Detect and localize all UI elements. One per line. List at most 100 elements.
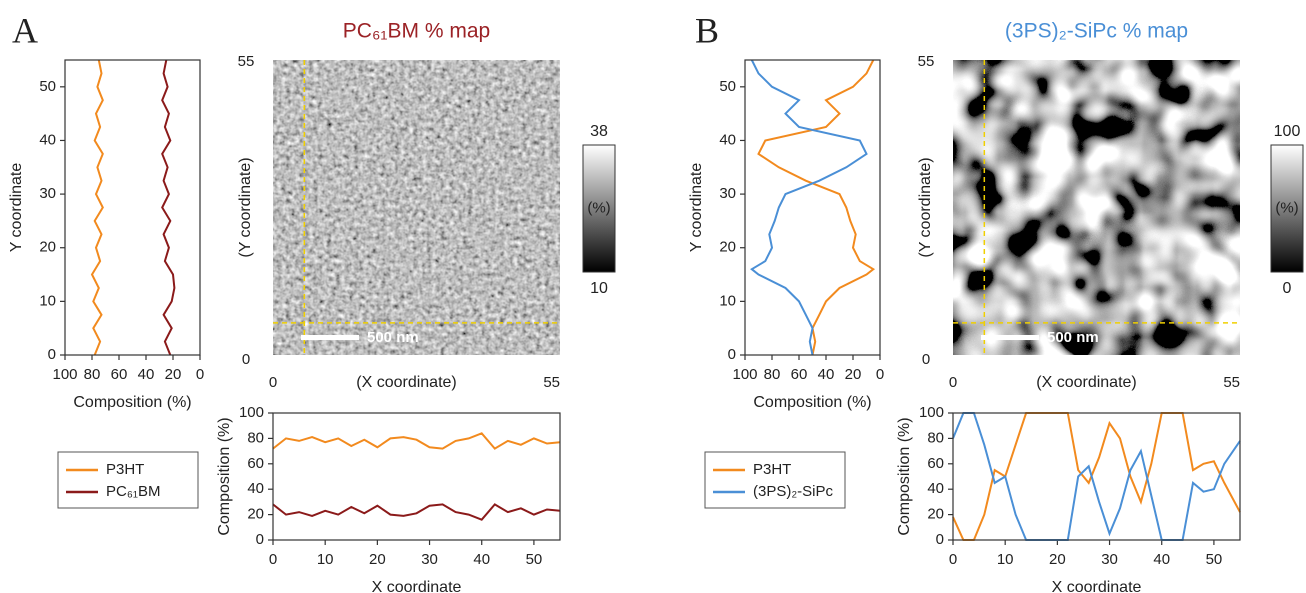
x-tick-label: 55 (543, 374, 560, 391)
x-tick-label: 20 (165, 366, 182, 383)
scale-bar (301, 335, 359, 340)
series-line (952, 412, 1241, 541)
series-line (90, 59, 104, 356)
x-tick-label: 0 (269, 551, 277, 568)
x-tick-label: 50 (526, 551, 543, 568)
y-tick-label: 0 (256, 531, 264, 548)
x-tick-label: 60 (791, 366, 808, 383)
map-image (953, 60, 1240, 355)
x-tick-label: 100 (52, 366, 77, 383)
colorbar-label: (%) (587, 199, 610, 216)
x-tick-label: 30 (421, 551, 438, 568)
y-tick-label: 20 (927, 506, 944, 523)
y-tick-label: 80 (247, 429, 264, 446)
legend-label: (3PS)₂-SiPc (753, 483, 834, 500)
y-axis-label: Composition (%) (896, 417, 913, 535)
y-axis-label: (Y coordinate) (917, 157, 934, 257)
plot-frame (272, 412, 561, 541)
plot-frame (952, 412, 1241, 541)
x-tick-label: 10 (997, 551, 1014, 568)
legend-label: P3HT (106, 461, 144, 478)
legend-box (57, 451, 199, 509)
y-tick-label: 20 (39, 239, 56, 256)
x-tick-label: 40 (473, 551, 490, 568)
x-tick-label: 30 (1101, 551, 1118, 568)
y-tick-label: 10 (719, 292, 736, 309)
y-axis-label: (Y coordinate) (237, 157, 254, 257)
x-tick-label: 0 (949, 374, 957, 391)
x-tick-label: 50 (1206, 551, 1223, 568)
chart-title: (3PS)₂-SiPc % map (1005, 20, 1188, 43)
colorbar-tick-label: 10 (590, 280, 608, 297)
series-line (757, 59, 876, 356)
y-tick-label: 40 (39, 131, 56, 148)
x-tick-label: 10 (317, 551, 334, 568)
y-tick-label: 0 (242, 351, 250, 368)
scale-bar-label: 500 nm (367, 329, 419, 346)
scale-bar (981, 335, 1039, 340)
y-tick-label: 100 (239, 404, 264, 421)
legend-box (704, 451, 846, 509)
x-tick-label: 0 (269, 374, 277, 391)
y-tick-label: 55 (918, 53, 935, 70)
y-tick-label: 60 (927, 455, 944, 472)
x-tick-label: 80 (764, 366, 781, 383)
y-tick-label: 20 (247, 506, 264, 523)
y-tick-label: 80 (927, 429, 944, 446)
x-tick-label: 80 (84, 366, 101, 383)
x-tick-label: 40 (1153, 551, 1170, 568)
y-tick-label: 100 (919, 404, 944, 421)
y-tick-label: 40 (927, 480, 944, 497)
series-line (952, 412, 1241, 541)
colorbar-tick-label: 100 (1274, 123, 1301, 140)
y-tick-label: 0 (48, 346, 56, 363)
y-tick-label: 0 (922, 351, 930, 368)
panel-label: B (695, 10, 719, 50)
x-axis-label: (X coordinate) (1036, 374, 1137, 391)
x-tick-label: 60 (111, 366, 128, 383)
x-axis-label: X coordinate (1052, 579, 1142, 593)
plot-frame (744, 59, 881, 356)
y-tick-label: 10 (39, 292, 56, 309)
map-image (273, 60, 560, 355)
y-tick-label: 20 (719, 239, 736, 256)
y-axis-label: Composition (%) (216, 417, 233, 535)
y-axis-label: Y coordinate (8, 163, 25, 253)
y-tick-label: 40 (247, 480, 264, 497)
y-tick-label: 60 (247, 455, 264, 472)
colorbar (1270, 144, 1304, 273)
x-tick-label: 55 (1223, 374, 1240, 391)
x-axis-label: X coordinate (372, 579, 462, 593)
scale-bar-label: 500 nm (1047, 329, 1099, 346)
legend-label: P3HT (753, 461, 791, 478)
x-tick-label: 20 (1049, 551, 1066, 568)
y-tick-label: 0 (728, 346, 736, 363)
x-axis-label: (X coordinate) (356, 374, 457, 391)
x-tick-label: 40 (818, 366, 835, 383)
colorbar-tick-label: 38 (590, 123, 608, 140)
y-tick-label: 0 (936, 531, 944, 548)
series-line (161, 59, 176, 356)
plot-frame (64, 59, 201, 356)
y-tick-label: 40 (719, 131, 736, 148)
y-tick-label: 30 (719, 185, 736, 202)
series-line (750, 59, 868, 356)
series-line (272, 432, 561, 450)
x-tick-label: 0 (196, 366, 204, 383)
y-tick-label: 50 (719, 78, 736, 95)
x-tick-label: 20 (845, 366, 862, 383)
panel-label: A (12, 10, 38, 50)
y-tick-label: 50 (39, 78, 56, 95)
y-tick-label: 55 (238, 53, 255, 70)
colorbar (582, 144, 616, 273)
x-axis-label: Composition (%) (753, 394, 871, 411)
x-tick-label: 0 (949, 551, 957, 568)
x-tick-label: 100 (732, 366, 757, 383)
colorbar-label: (%) (1275, 199, 1298, 216)
x-tick-label: 20 (369, 551, 386, 568)
y-tick-label: 30 (39, 185, 56, 202)
colorbar-tick-label: 0 (1283, 280, 1292, 297)
chart-title: PC₆₁BM % map (343, 20, 490, 43)
series-line (272, 503, 561, 521)
